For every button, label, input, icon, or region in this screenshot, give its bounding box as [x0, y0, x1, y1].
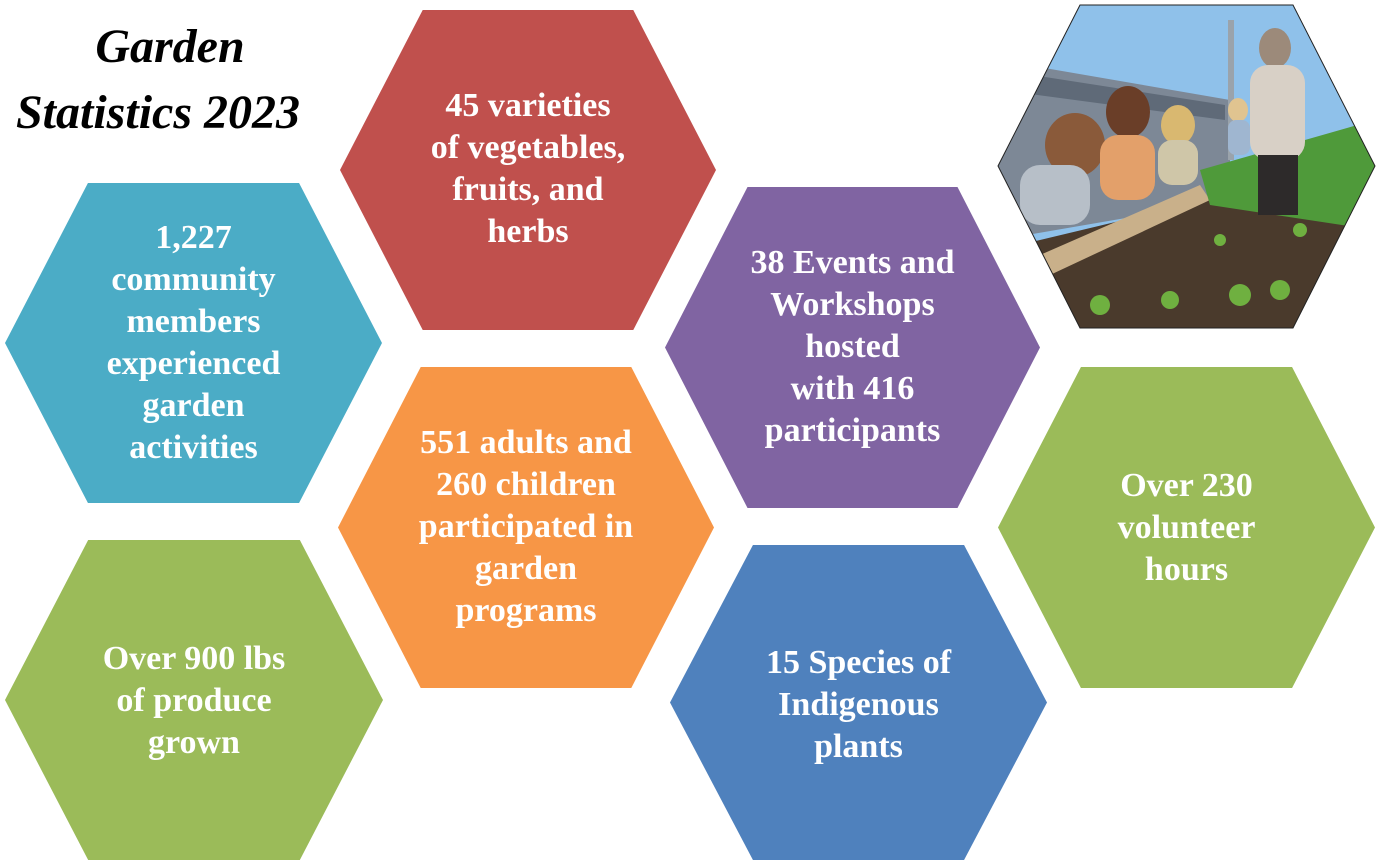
tile-text: programs: [455, 592, 596, 629]
tile-text: of vegetables,: [431, 129, 626, 166]
tile-text: garden: [143, 387, 245, 424]
tile-text: of produce: [116, 682, 271, 719]
tile-text: plants: [814, 728, 903, 765]
infographic: Garden Statistics 2023 45 varieties of ve…: [0, 0, 1382, 860]
photo: [998, 5, 1375, 328]
tile-text: with 416: [791, 370, 915, 407]
tile-text: community: [111, 261, 275, 298]
tile-text: 1,227: [155, 219, 232, 256]
tile-text: members: [126, 303, 260, 340]
tile-text: herbs: [487, 213, 568, 250]
title-line: Garden: [95, 20, 244, 73]
tile-text: participated in: [419, 508, 633, 545]
tile-text: Indigenous: [778, 686, 939, 723]
tile-text: 45 varieties: [445, 87, 610, 124]
tile-text: participants: [765, 412, 941, 449]
tile-text: volunteer: [1118, 509, 1256, 546]
tile-text: Over 900 lbs: [103, 640, 286, 677]
tile-text: 551 adults and: [420, 424, 632, 461]
tile-text: 15 Species of: [766, 644, 952, 681]
tile-text: 260 children: [436, 466, 616, 503]
title-line: Statistics 2023: [16, 86, 300, 139]
tile-text: hours: [1145, 551, 1228, 588]
tile-text: grown: [148, 724, 240, 761]
tile-text: experienced: [107, 345, 281, 382]
tile-text: garden: [475, 550, 577, 587]
page: Garden Statistics 2023 45 varieties of ve…: [0, 0, 1382, 860]
tile-text: Workshops: [770, 286, 934, 323]
tile-text: fruits, and: [452, 171, 603, 208]
tile-text: 38 Events and: [750, 244, 954, 281]
tile-text: hosted: [805, 328, 900, 365]
tile-text: activities: [129, 429, 257, 466]
tile-text: Over 230: [1120, 467, 1253, 504]
